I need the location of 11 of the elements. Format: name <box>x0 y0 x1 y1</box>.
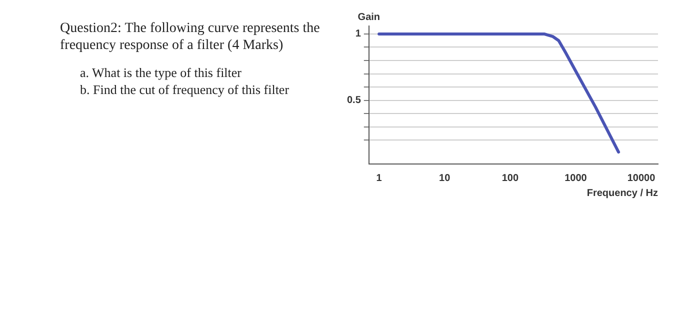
x-tick-label: 10 <box>439 172 451 184</box>
x-tick-label: 1 <box>376 172 382 184</box>
y-axis-title: Gain <box>358 12 380 23</box>
text: Question2: The following curve represents the frequency response of a filter (4 Marks) <box>60 20 321 54</box>
x-tick-label: 100 <box>502 172 519 184</box>
y-tick-label: 0.5 <box>346 95 362 106</box>
x-tick-label: 10000 <box>627 172 656 184</box>
text: b. Find the cut of frequency of this filter <box>80 82 290 97</box>
x-tick-label: 1000 <box>564 172 588 184</box>
text: a. What is the type of this filter <box>80 64 242 81</box>
x-axis-title: Frequency / Hz <box>586 188 658 199</box>
